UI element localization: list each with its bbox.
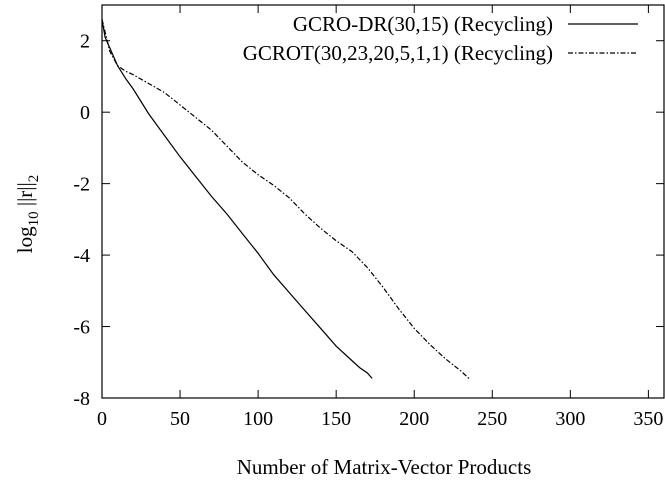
legend-label-2: GCROT(30,23,20,5,1,1) (Recycling) [243,41,553,65]
y-axis-label-main: log [13,226,37,253]
series-line-2 [101,19,470,379]
y-tick-label: 0 [80,102,90,124]
y-tick-label: -2 [73,174,90,196]
x-tick-label: 0 [97,408,107,430]
series-line-1 [101,19,373,379]
x-tick-label: 350 [633,408,663,430]
x-axis-label: Number of Matrix-Vector Products [237,455,532,479]
y-axis-label: log10 ||r||2 [13,175,42,253]
legend: GCRO-DR(30,15) (Recycling) GCROT(30,23,20… [243,12,638,65]
y-axis-label-norm-subscript: 2 [26,175,42,183]
y-tick-label: -4 [73,245,90,267]
x-tick-label: 100 [243,408,273,430]
x-tick-label: 200 [399,408,429,430]
y-tick-label: 2 [80,31,90,53]
y-axis-label-norm: ||r|| [13,182,37,211]
x-tick-label: 250 [477,408,507,430]
y-axis-label-subscript: 10 [26,211,42,226]
legend-label-1: GCRO-DR(30,15) (Recycling) [293,12,553,36]
y-axis-ticks: 2 0 -2 -4 -6 -8 [73,31,664,410]
plot-frame [101,4,665,399]
x-axis-ticks: 0 50 100 150 200 250 300 350 [97,5,663,430]
series-layer [101,19,470,379]
plot-border [101,4,665,399]
y-tick-label: -6 [73,317,90,339]
y-tick-label: -8 [73,388,90,410]
x-tick-label: 150 [321,408,351,430]
x-tick-label: 300 [555,408,585,430]
x-tick-label: 50 [170,408,190,430]
